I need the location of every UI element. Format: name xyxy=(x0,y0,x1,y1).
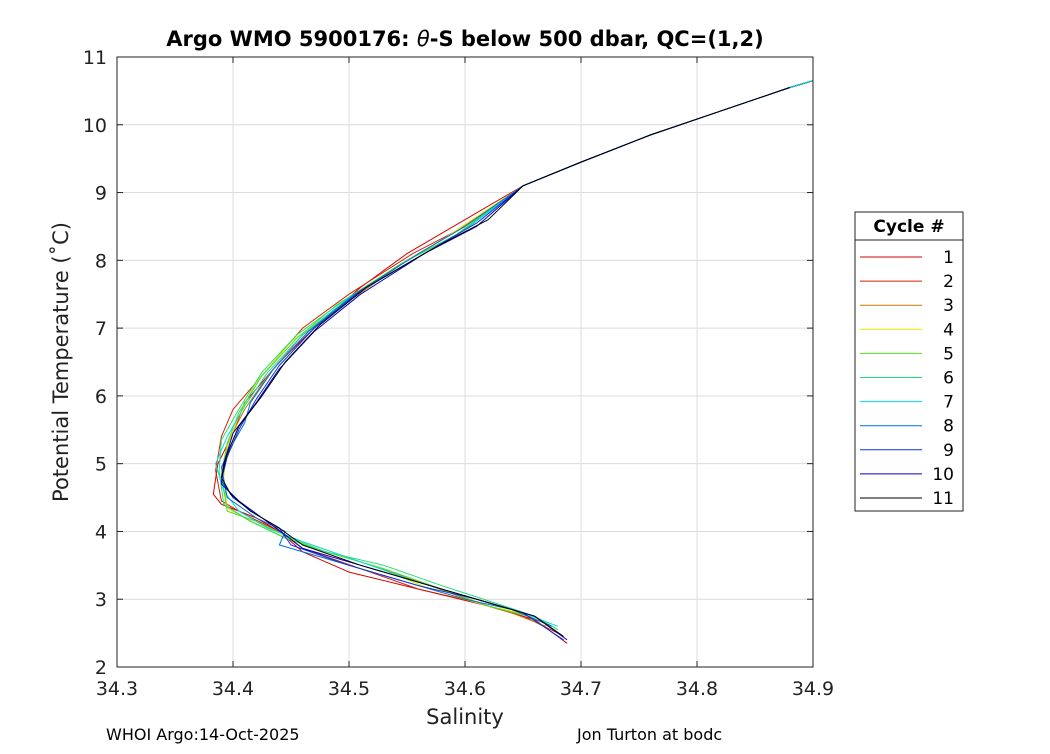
x-tick-label: 34.7 xyxy=(560,678,602,700)
y-tick-label: 2 xyxy=(95,657,107,679)
chart-title-prefix: Argo WMO 5900176: xyxy=(166,27,417,51)
legend-label-5: 5 xyxy=(943,344,954,364)
series-line-cycle-1 xyxy=(212,80,814,644)
series-line-cycle-9 xyxy=(220,80,814,641)
y-tick-label: 10 xyxy=(83,115,107,137)
y-axis-label: Potential Temperature (˚C) xyxy=(49,222,73,502)
legend-label-8: 8 xyxy=(943,417,954,437)
x-tick-label: 34.6 xyxy=(444,678,486,700)
y-tick-label: 9 xyxy=(95,183,107,205)
chart-title: Argo WMO 5900176: θ-S below 500 dbar, QC… xyxy=(166,27,763,51)
y-tick-label: 8 xyxy=(95,250,107,272)
legend-items: 1 2 3 4 5 6 7 8 9 10 11 xyxy=(860,248,954,509)
y-tick-label: 7 xyxy=(95,318,107,340)
legend-label-11: 11 xyxy=(932,489,954,509)
x-axis-label: Salinity xyxy=(426,705,504,729)
legend-label-6: 6 xyxy=(943,369,954,389)
series-line-cycle-11 xyxy=(220,80,814,637)
x-tick-label: 34.5 xyxy=(328,678,370,700)
legend-label-2: 2 xyxy=(943,272,954,292)
tick-labels: 34.3 34.4 34.5 34.6 34.7 34.8 34.9 2 3 4 5 6 7 8 9 10 11 xyxy=(83,47,834,700)
legend-box xyxy=(854,211,964,512)
footer-right: Jon Turton at bodc xyxy=(577,725,723,744)
data-lines xyxy=(212,80,814,644)
y-tick-label: 11 xyxy=(83,47,107,69)
chart-title-theta: θ xyxy=(417,27,430,51)
x-tick-label: 34.3 xyxy=(96,678,138,700)
x-tick-label: 34.8 xyxy=(676,678,718,700)
plot-frame xyxy=(116,56,814,668)
y-tick-label: 3 xyxy=(95,589,107,611)
legend-label-1: 1 xyxy=(943,248,954,268)
legend-label-9: 9 xyxy=(943,441,954,461)
legend-title: Cycle # xyxy=(873,217,944,237)
upper-branch-line xyxy=(789,80,814,88)
legend-label-7: 7 xyxy=(943,393,954,413)
y-tick-label: 5 xyxy=(95,454,107,476)
y-tick-label: 6 xyxy=(95,386,107,408)
x-tick-label: 34.9 xyxy=(792,678,834,700)
x-tick-label: 34.4 xyxy=(212,678,254,700)
legend-label-10: 10 xyxy=(932,465,954,485)
legend-label-3: 3 xyxy=(943,296,954,316)
grid-lines xyxy=(116,56,814,668)
legend-label-4: 4 xyxy=(943,320,954,340)
y-tick-label: 4 xyxy=(95,521,107,543)
footer-left: WHOI Argo:14-Oct-2025 xyxy=(106,725,300,744)
chart-title-suffix: -S below 500 dbar, QC=(1,2) xyxy=(430,27,764,51)
series-line-cycle-10 xyxy=(220,80,814,641)
legend: Cycle # 1 2 3 4 5 6 7 8 9 10 11 xyxy=(854,211,964,512)
